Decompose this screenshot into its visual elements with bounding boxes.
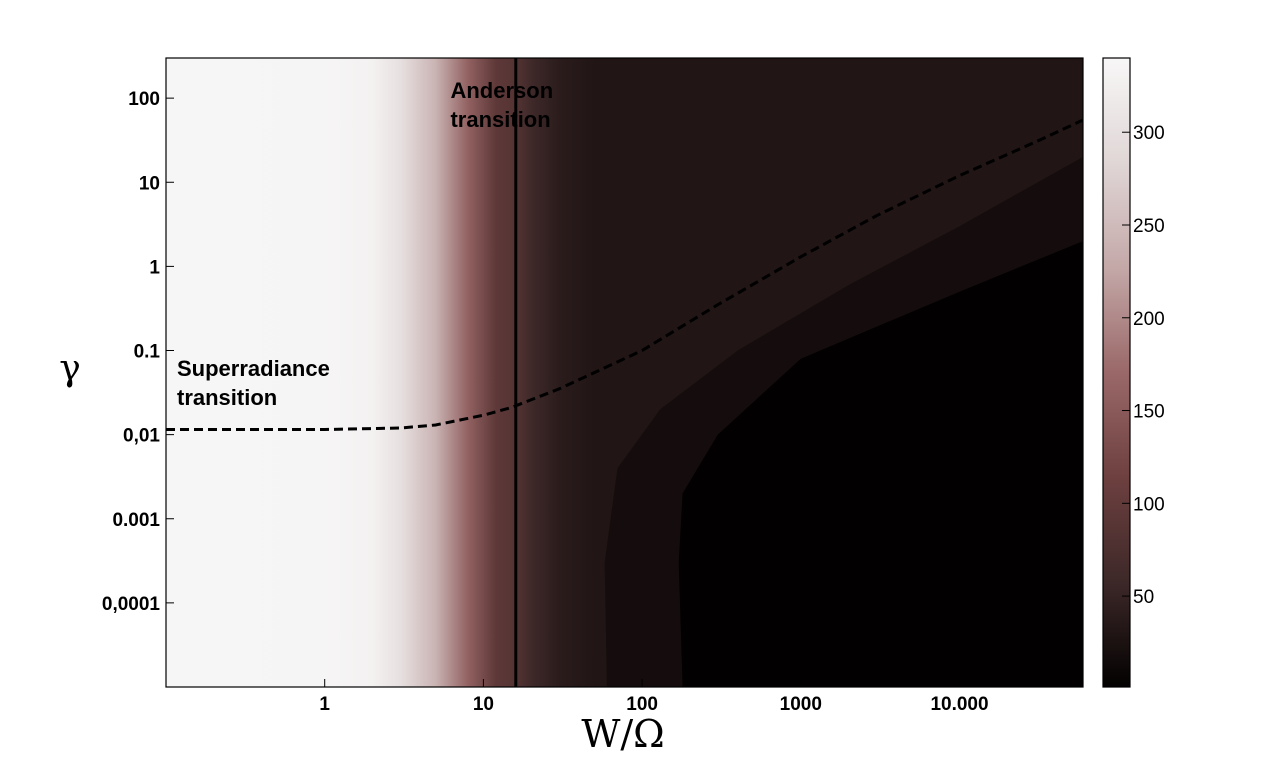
colorbar xyxy=(1102,57,1131,688)
plot-area xyxy=(166,58,1083,687)
x-tick-label: 1000 xyxy=(780,694,822,715)
x-tick-label: 100 xyxy=(626,694,658,715)
superradiance-transition-curve xyxy=(166,118,1083,431)
colorbar-tick-label: 150 xyxy=(1133,402,1165,423)
y-axis-ticks: 100 10 1 0.1 0,01 0.001 0,0001 xyxy=(102,89,174,615)
anderson-annotation: Anderson transition xyxy=(450,78,553,132)
y-tick-label: 0,01 xyxy=(123,426,160,447)
annotations: Anderson transition Superradiance transitio… xyxy=(177,78,553,410)
x-axis-ticks: 1 10 100 1000 10.000 xyxy=(319,679,989,715)
y-tick-label: 1 xyxy=(149,257,160,278)
colorbar-tick-label: 100 xyxy=(1133,494,1165,515)
annotation-line: transition xyxy=(177,385,277,410)
annotation-line: Anderson xyxy=(450,78,553,103)
darkest-region xyxy=(678,241,1083,687)
x-tick-label: 10 xyxy=(473,694,494,715)
annotation-line: Superradiance xyxy=(177,356,330,381)
colorbar-tick-label: 50 xyxy=(1133,587,1154,608)
x-tick-label: 1 xyxy=(319,694,330,715)
x-tick-label: 10.000 xyxy=(930,694,988,715)
annotation-line: transition xyxy=(450,107,550,132)
y-tick-label: 10 xyxy=(139,173,160,194)
y-tick-label: 0,0001 xyxy=(102,594,161,615)
colorbar-tick-label: 200 xyxy=(1133,309,1165,330)
y-axis-label: γ xyxy=(59,348,81,389)
y-tick-label: 0.1 xyxy=(134,342,161,363)
colorbar-ticks: 300 250 200 150 100 50 xyxy=(1122,123,1165,608)
colorbar-tick-label: 300 xyxy=(1133,123,1165,144)
plot-frame xyxy=(165,57,1084,688)
colorbar-tick-label: 250 xyxy=(1133,216,1165,237)
y-tick-label: 0.001 xyxy=(112,510,160,531)
superradiance-annotation: Superradiance transition xyxy=(177,356,330,410)
x-axis-label: W/Ω xyxy=(581,712,664,756)
y-tick-label: 100 xyxy=(128,89,160,110)
